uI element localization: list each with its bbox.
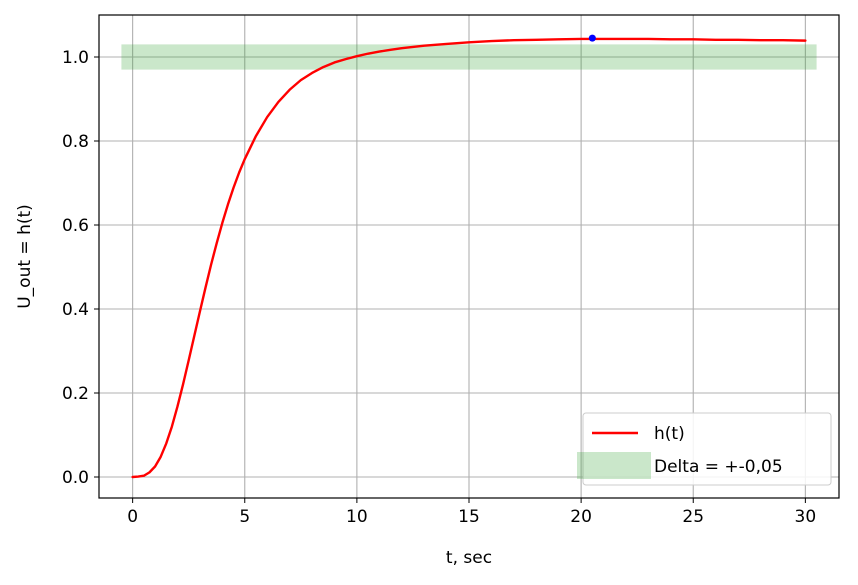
y-axis-ticks: 0.0 0.2 0.4 0.6 0.8 1.0 — [62, 48, 99, 488]
x-axis-label: t, sec — [446, 548, 492, 568]
x-axis-ticks: 0 5 10 15 20 25 30 — [127, 498, 816, 527]
y-tick-label-5: 1.0 — [62, 48, 89, 68]
delta-band-layer — [121, 44, 817, 70]
delta-band — [121, 44, 817, 70]
x-tick-label-5: 25 — [682, 507, 704, 527]
series-layer — [131, 37, 807, 479]
y-tick-label-1: 0.2 — [62, 384, 89, 404]
y-tick-label-3: 0.6 — [62, 216, 89, 236]
y-tick-label-4: 0.8 — [62, 132, 89, 152]
series-line-0 — [131, 37, 807, 479]
legend: h(t) Delta = +-0,05 — [577, 412, 832, 486]
x-tick-label-2: 10 — [346, 507, 368, 527]
x-tick-label-4: 20 — [570, 507, 592, 527]
legend-box — [582, 412, 832, 486]
y-axis-label: U_out = h(t) — [15, 204, 35, 309]
x-tick-label-6: 30 — [795, 507, 817, 527]
legend-label-delta: Delta = +-0,05 — [654, 457, 783, 477]
y-tick-label-2: 0.4 — [62, 300, 89, 320]
peak-marker — [588, 34, 596, 42]
y-tick-label-0: 0.0 — [62, 468, 89, 488]
marker-layer — [588, 34, 596, 42]
legend-swatch-delta — [577, 452, 651, 479]
legend-label-h-t: h(t) — [654, 424, 685, 444]
x-tick-label-1: 5 — [239, 507, 250, 527]
x-tick-label-0: 0 — [127, 507, 138, 527]
x-tick-label-3: 15 — [458, 507, 480, 527]
